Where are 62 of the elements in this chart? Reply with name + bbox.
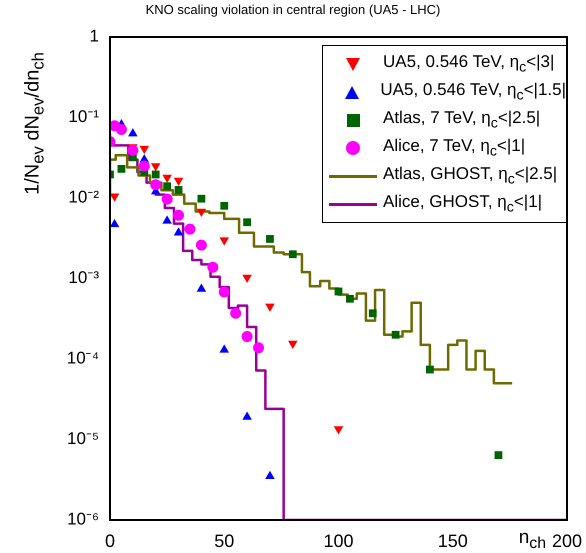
point bbox=[173, 210, 184, 221]
point bbox=[150, 179, 162, 190]
x-tick-label: 50 bbox=[214, 530, 234, 551]
point bbox=[392, 330, 400, 339]
point bbox=[265, 304, 275, 312]
point bbox=[494, 451, 502, 459]
point bbox=[163, 182, 172, 190]
point bbox=[118, 164, 126, 173]
y-tick-label: 10⁻² bbox=[68, 188, 100, 207]
point bbox=[207, 262, 218, 273]
point bbox=[162, 174, 172, 183]
point bbox=[368, 309, 377, 318]
point bbox=[140, 146, 150, 154]
point bbox=[110, 194, 120, 202]
point bbox=[346, 294, 354, 303]
x-tick-label: 150 bbox=[438, 530, 468, 551]
legend-label: Atlas, 7 TeV, η$_{c}$<|2.5| bbox=[383, 108, 540, 132]
y-tick-label: 10⁻¹ bbox=[68, 107, 100, 126]
point bbox=[196, 284, 206, 292]
chart-title: KNO scaling violation in central region (UA5 - LHC) bbox=[144, 2, 442, 17]
point bbox=[219, 237, 230, 246]
point bbox=[265, 470, 275, 479]
point bbox=[242, 331, 253, 342]
point bbox=[184, 224, 196, 235]
point bbox=[174, 227, 184, 236]
point bbox=[116, 124, 127, 135]
point bbox=[288, 250, 297, 258]
point bbox=[196, 240, 207, 251]
y-tick-label: 10⁻⁵ bbox=[67, 429, 99, 448]
point bbox=[218, 286, 230, 298]
point bbox=[138, 160, 150, 172]
point bbox=[243, 218, 251, 226]
point bbox=[230, 308, 242, 319]
point bbox=[196, 208, 206, 217]
point bbox=[334, 288, 342, 296]
point bbox=[426, 366, 434, 374]
point bbox=[127, 144, 138, 156]
x-axis-title: n$_{ch}$ bbox=[518, 527, 546, 553]
point bbox=[174, 186, 182, 194]
point bbox=[220, 202, 228, 210]
y-tick-label: 10⁻⁴ bbox=[66, 348, 99, 368]
point bbox=[198, 194, 206, 203]
point bbox=[162, 194, 173, 205]
point bbox=[152, 170, 160, 178]
legend-label: UA5, 0.546 TeV, η$_{c}$<|3| bbox=[383, 52, 554, 76]
x-tick-label: 200 bbox=[552, 530, 582, 551]
y-tick-label: 1 bbox=[90, 26, 99, 46]
legend-label: Alice, 7 TeV, η$_{c}$<|1| bbox=[383, 136, 526, 160]
point bbox=[242, 274, 252, 283]
point bbox=[174, 178, 184, 186]
legend-label: Atlas, GHOST, η$_{c}$<|2.5| bbox=[383, 164, 558, 188]
legend-label: UA5, 0.546 TeV, η$_{c}$<|1.5| bbox=[380, 80, 566, 104]
y-tick-label: 10⁻³ bbox=[68, 268, 100, 288]
point bbox=[253, 342, 264, 354]
point bbox=[266, 235, 274, 243]
point bbox=[219, 344, 230, 353]
legend-label: Alice, GHOST, η$_{c}$<|1| bbox=[383, 192, 542, 216]
y-tick-label: 10⁻⁶ bbox=[67, 510, 99, 529]
point bbox=[150, 163, 160, 172]
x-tick-label: 100 bbox=[323, 530, 354, 551]
x-tick-label: 0 bbox=[104, 530, 116, 551]
point bbox=[242, 412, 252, 420]
